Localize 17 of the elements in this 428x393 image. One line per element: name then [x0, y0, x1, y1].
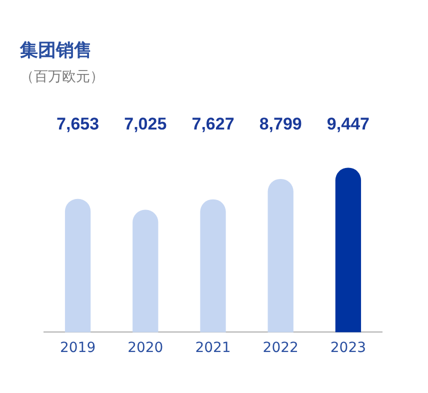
bar	[268, 178, 294, 332]
chart-title: 集团销售	[20, 39, 92, 62]
x-tick-label: 2019	[60, 340, 96, 356]
bar	[335, 168, 362, 332]
data-label: 7,653	[56, 114, 100, 134]
data-label: 8,799	[259, 114, 302, 134]
chart-subtitle: （百万欧元）	[20, 68, 104, 86]
x-tick-label: 2020	[128, 340, 164, 356]
x-tick-label: 2021	[195, 340, 231, 356]
data-label: 9,447	[326, 114, 370, 134]
data-label: 7,627	[192, 114, 234, 134]
x-tick-label: 2022	[262, 340, 298, 356]
bar	[200, 199, 226, 332]
data-label: 7,025	[124, 114, 167, 134]
bar	[64, 198, 91, 332]
bar	[132, 210, 158, 332]
x-tick-label: 2023	[330, 340, 366, 356]
